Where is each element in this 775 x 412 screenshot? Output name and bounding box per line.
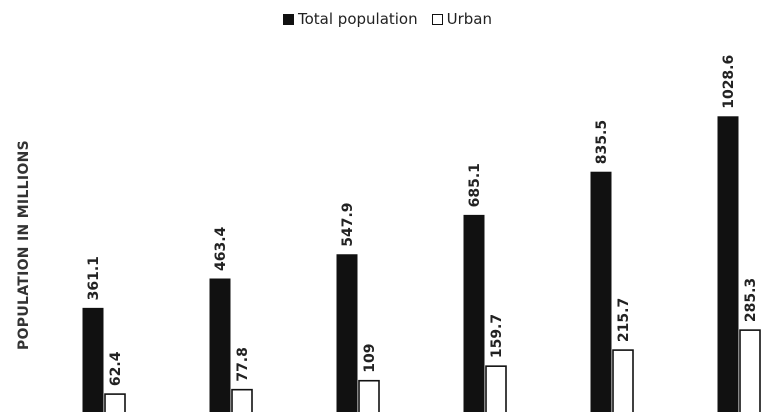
- legend-label-urban: Urban: [446, 10, 492, 28]
- bar-urban-1: [231, 388, 253, 412]
- bar-urban-0: [104, 393, 126, 412]
- data-label-total-1: 463.4: [213, 226, 229, 271]
- data-label-urban-5: 285.3: [743, 278, 759, 322]
- bar-total-1: [209, 278, 231, 412]
- bar-urban-3: [485, 365, 507, 412]
- legend-item-total: Total population: [283, 10, 418, 28]
- data-label-total-4: 835.5: [594, 120, 610, 164]
- data-label-total-5: 1028.6: [721, 55, 737, 109]
- legend: Total population Urban: [0, 10, 775, 28]
- data-label-urban-2: 109: [362, 343, 378, 372]
- bar-total-2: [336, 254, 358, 412]
- data-label-urban-1: 77.8: [235, 347, 251, 382]
- bar-urban-5: [739, 329, 761, 412]
- bar-total-5: [717, 116, 739, 412]
- data-label-total-3: 685.1: [467, 163, 483, 207]
- data-label-urban-0: 62.4: [108, 351, 124, 386]
- data-label-urban-4: 215.7: [616, 298, 632, 342]
- legend-swatch-total: [283, 13, 294, 25]
- bar-urban-4: [612, 349, 634, 412]
- data-label-total-0: 361.1: [86, 256, 102, 300]
- legend-label-total: Total population: [298, 10, 418, 28]
- bar-urban-2: [358, 379, 380, 412]
- bar-total-0: [82, 307, 104, 412]
- data-label-urban-3: 159.7: [489, 314, 505, 358]
- data-label-total-2: 547.9: [340, 202, 356, 246]
- legend-swatch-urban: [431, 13, 443, 25]
- legend-item-urban: Urban: [431, 10, 492, 28]
- bar-total-4: [590, 171, 612, 412]
- bar-total-3: [463, 214, 485, 412]
